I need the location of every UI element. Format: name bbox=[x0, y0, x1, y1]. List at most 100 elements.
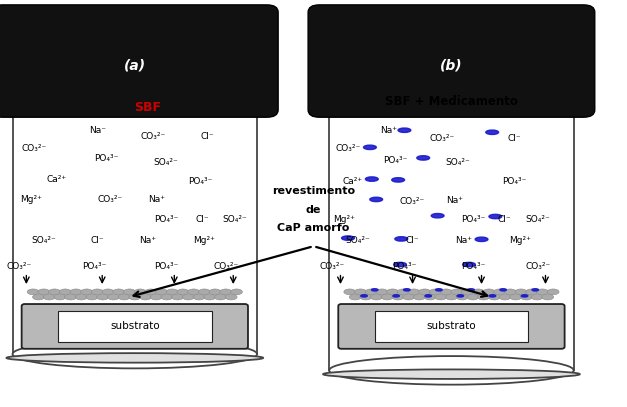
Text: CO₃²⁻: CO₃²⁻ bbox=[429, 134, 455, 143]
Text: CO₃²⁻: CO₃²⁻ bbox=[320, 262, 345, 271]
Ellipse shape bbox=[435, 294, 446, 300]
Text: PO₄³⁻: PO₄³⁻ bbox=[502, 177, 526, 186]
Ellipse shape bbox=[172, 294, 184, 300]
Ellipse shape bbox=[102, 289, 114, 295]
Text: CO₃²⁻: CO₃²⁻ bbox=[213, 262, 238, 271]
Ellipse shape bbox=[381, 294, 393, 300]
Text: CO₃²⁻: CO₃²⁻ bbox=[525, 262, 551, 271]
Text: revestimento: revestimento bbox=[272, 186, 355, 196]
Ellipse shape bbox=[92, 289, 103, 295]
Text: SO₄²⁻: SO₄²⁻ bbox=[345, 236, 370, 245]
Text: PO₄³⁻: PO₄³⁻ bbox=[189, 177, 213, 186]
Ellipse shape bbox=[329, 356, 574, 385]
Ellipse shape bbox=[475, 237, 488, 241]
Ellipse shape bbox=[483, 289, 495, 295]
Ellipse shape bbox=[199, 289, 210, 295]
Ellipse shape bbox=[43, 294, 55, 300]
Ellipse shape bbox=[33, 294, 45, 300]
Ellipse shape bbox=[54, 294, 66, 300]
Text: SO₄²⁻: SO₄²⁻ bbox=[445, 158, 470, 167]
Text: PO₄³⁻: PO₄³⁻ bbox=[393, 262, 416, 271]
Bar bbox=[13, 98, 257, 354]
Ellipse shape bbox=[520, 294, 532, 300]
Text: PO₄³⁻: PO₄³⁻ bbox=[461, 262, 485, 271]
Ellipse shape bbox=[364, 145, 376, 149]
Text: Na⁺: Na⁺ bbox=[139, 236, 156, 245]
Ellipse shape bbox=[436, 289, 442, 291]
Ellipse shape bbox=[129, 294, 140, 300]
Text: Cl⁻: Cl⁻ bbox=[507, 134, 521, 143]
Ellipse shape bbox=[376, 289, 387, 295]
Ellipse shape bbox=[489, 214, 502, 219]
Ellipse shape bbox=[456, 294, 468, 300]
Ellipse shape bbox=[499, 294, 511, 300]
Ellipse shape bbox=[500, 289, 507, 291]
Ellipse shape bbox=[532, 289, 539, 291]
Ellipse shape bbox=[60, 289, 71, 295]
Ellipse shape bbox=[526, 289, 537, 295]
Ellipse shape bbox=[65, 294, 76, 300]
Text: Na⁻: Na⁻ bbox=[88, 126, 106, 135]
Ellipse shape bbox=[461, 289, 473, 295]
Text: Mg²⁺: Mg²⁺ bbox=[333, 215, 354, 224]
Ellipse shape bbox=[451, 289, 463, 295]
Ellipse shape bbox=[371, 289, 378, 291]
Ellipse shape bbox=[394, 263, 406, 267]
Ellipse shape bbox=[413, 294, 425, 300]
Ellipse shape bbox=[220, 289, 232, 295]
FancyBboxPatch shape bbox=[308, 5, 595, 117]
Text: PO₄³⁻: PO₄³⁻ bbox=[154, 215, 178, 224]
Ellipse shape bbox=[81, 289, 93, 295]
Ellipse shape bbox=[521, 295, 528, 297]
Ellipse shape bbox=[177, 289, 189, 295]
Text: CO₃²⁻: CO₃²⁻ bbox=[400, 197, 425, 206]
Ellipse shape bbox=[547, 289, 559, 295]
Ellipse shape bbox=[124, 289, 135, 295]
Ellipse shape bbox=[510, 294, 522, 300]
Ellipse shape bbox=[366, 289, 377, 295]
Text: PO₄³⁻: PO₄³⁻ bbox=[82, 262, 106, 271]
Ellipse shape bbox=[107, 294, 119, 300]
Text: CaP amorfo: CaP amorfo bbox=[277, 223, 350, 233]
FancyBboxPatch shape bbox=[21, 304, 248, 349]
Ellipse shape bbox=[75, 294, 87, 300]
Ellipse shape bbox=[398, 289, 409, 295]
FancyBboxPatch shape bbox=[339, 304, 564, 349]
Ellipse shape bbox=[323, 370, 580, 379]
Ellipse shape bbox=[419, 289, 431, 295]
Ellipse shape bbox=[204, 294, 216, 300]
Ellipse shape bbox=[342, 236, 354, 240]
Ellipse shape bbox=[361, 295, 367, 297]
Text: CO₃²⁻: CO₃²⁻ bbox=[6, 262, 31, 271]
Ellipse shape bbox=[403, 294, 414, 300]
Text: PO₄³⁻: PO₄³⁻ bbox=[461, 215, 485, 224]
Text: Ca²⁺: Ca²⁺ bbox=[343, 177, 363, 186]
Ellipse shape bbox=[354, 289, 366, 295]
Ellipse shape bbox=[395, 237, 408, 241]
FancyBboxPatch shape bbox=[0, 5, 278, 117]
Ellipse shape bbox=[486, 130, 498, 134]
Text: CO₃²⁻: CO₃²⁻ bbox=[335, 144, 361, 153]
Ellipse shape bbox=[408, 289, 420, 295]
Ellipse shape bbox=[392, 178, 404, 182]
Text: substrato: substrato bbox=[110, 322, 160, 331]
Text: Ca²⁺: Ca²⁺ bbox=[46, 175, 66, 184]
Ellipse shape bbox=[134, 289, 146, 295]
Text: Cl⁻: Cl⁻ bbox=[195, 215, 209, 224]
Text: SBF + Medicamento: SBF + Medicamento bbox=[385, 95, 518, 108]
FancyBboxPatch shape bbox=[375, 311, 528, 342]
Ellipse shape bbox=[515, 289, 527, 295]
Ellipse shape bbox=[349, 294, 361, 300]
Text: Na⁺: Na⁺ bbox=[380, 126, 398, 135]
Ellipse shape bbox=[472, 289, 484, 295]
Text: Na⁺: Na⁺ bbox=[148, 195, 166, 204]
Text: CO₃²⁻: CO₃²⁻ bbox=[22, 144, 47, 153]
Text: Mg²⁺: Mg²⁺ bbox=[21, 195, 42, 204]
Text: Mg²⁺: Mg²⁺ bbox=[510, 236, 531, 245]
Ellipse shape bbox=[366, 177, 378, 181]
Ellipse shape bbox=[478, 294, 490, 300]
Ellipse shape bbox=[393, 295, 399, 297]
Ellipse shape bbox=[13, 340, 257, 368]
Text: SO₄²⁻: SO₄²⁻ bbox=[525, 215, 550, 224]
Ellipse shape bbox=[231, 289, 243, 295]
